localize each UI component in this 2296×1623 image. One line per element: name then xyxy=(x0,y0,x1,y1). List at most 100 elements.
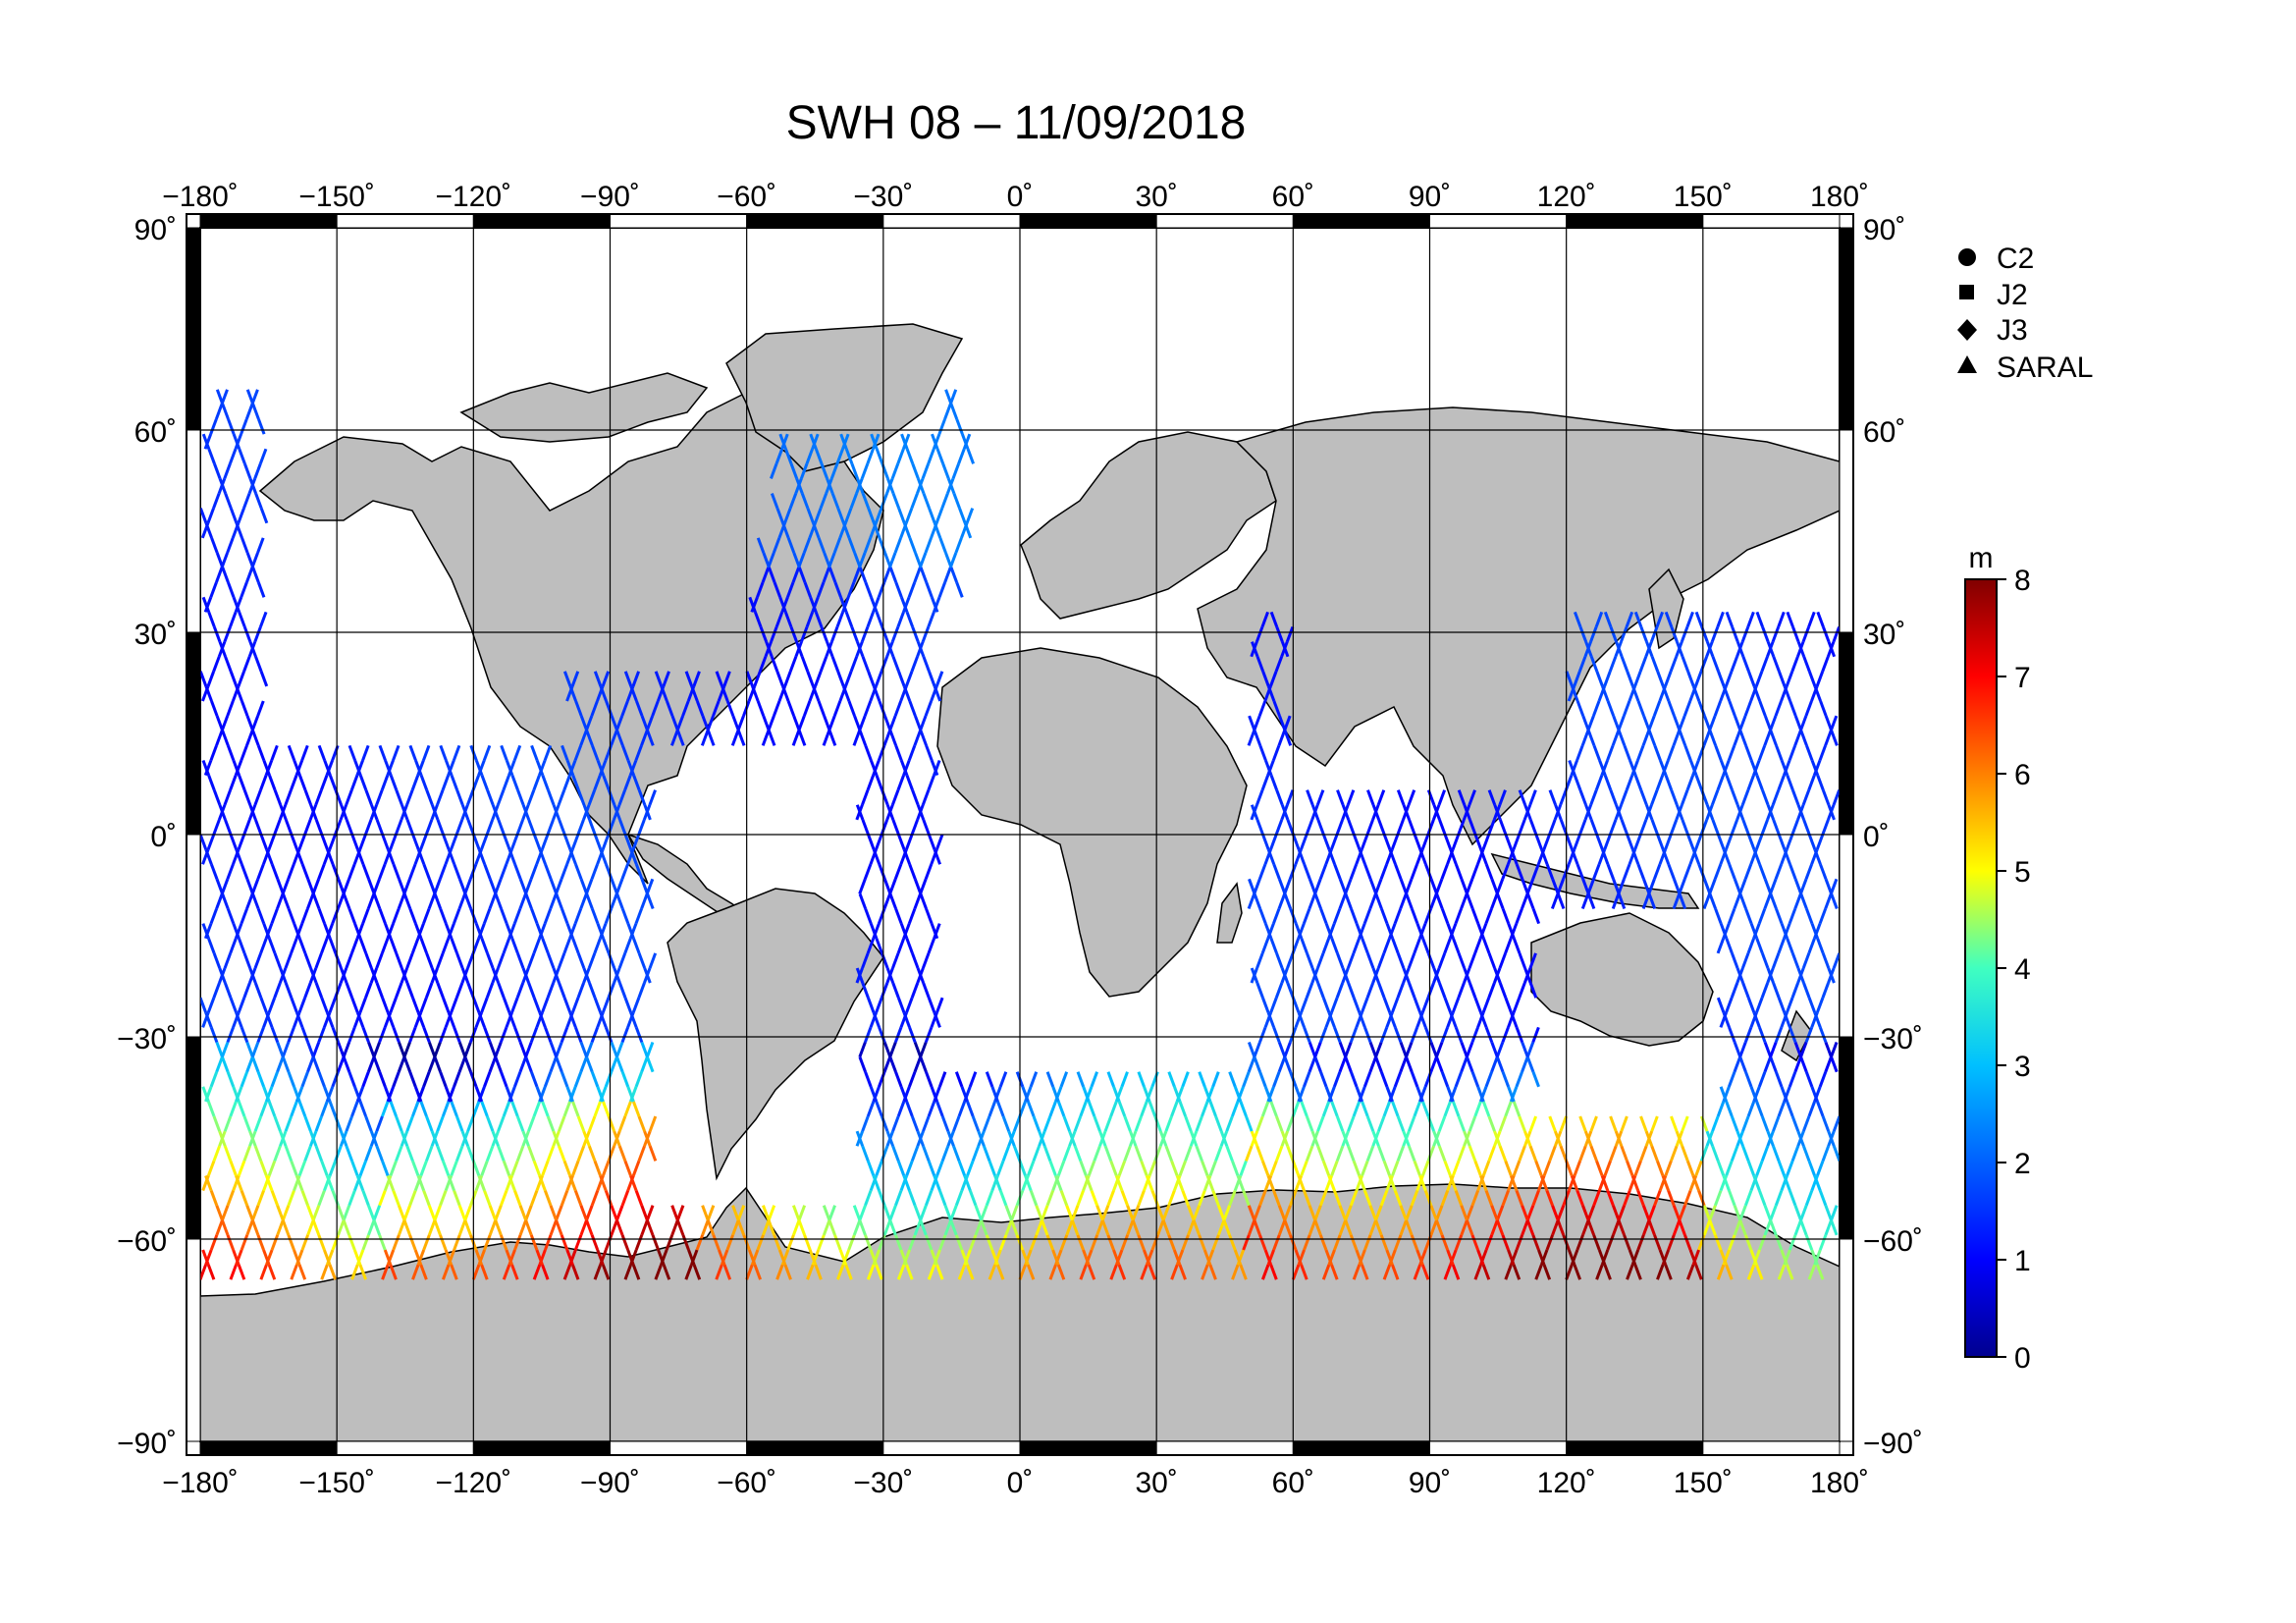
track-segment xyxy=(483,1190,492,1207)
track-segment xyxy=(610,878,619,894)
track-segment xyxy=(1816,1101,1825,1117)
track-segment xyxy=(212,1115,222,1132)
track-segment xyxy=(562,938,571,954)
track-segment xyxy=(602,1101,611,1117)
track-segment xyxy=(400,804,409,821)
track-segment xyxy=(880,493,888,510)
track-segment xyxy=(436,789,445,806)
track-segment xyxy=(293,1249,301,1266)
track-segment xyxy=(996,1160,1005,1176)
track-segment xyxy=(430,967,440,984)
track-segment xyxy=(957,1264,967,1280)
track-segment xyxy=(488,893,497,910)
track-segment xyxy=(221,404,230,420)
track-segment xyxy=(750,596,759,613)
track-segment xyxy=(1728,700,1736,717)
track-segment xyxy=(494,1219,503,1236)
lat-tick-label-right: 90˚ xyxy=(1863,214,1905,246)
track-segment xyxy=(347,1071,356,1088)
track-segment xyxy=(410,1101,420,1117)
track-segment xyxy=(454,982,464,999)
track-segment xyxy=(1330,834,1339,850)
track-segment xyxy=(381,997,390,1013)
track-segment xyxy=(626,923,635,940)
track-segment xyxy=(290,834,298,850)
track-segment xyxy=(488,1056,498,1073)
track-segment xyxy=(314,819,324,836)
track-segment xyxy=(209,1026,219,1044)
track-segment xyxy=(1051,1249,1060,1266)
track-segment xyxy=(585,1056,594,1073)
track-segment xyxy=(579,730,588,746)
track-segment xyxy=(899,1086,909,1103)
track-segment xyxy=(921,789,931,806)
track-segment xyxy=(852,1219,862,1236)
track-segment xyxy=(1777,834,1787,850)
track-segment xyxy=(512,908,522,925)
track-segment xyxy=(1639,625,1648,643)
track-segment xyxy=(613,804,621,821)
track-segment xyxy=(342,1205,351,1221)
track-segment xyxy=(378,1026,387,1044)
track-segment xyxy=(910,1115,920,1132)
track-segment xyxy=(905,1264,914,1280)
track-segment xyxy=(1029,1071,1039,1088)
track-segment xyxy=(347,908,356,925)
track-segment xyxy=(847,1234,856,1251)
track-segment xyxy=(221,567,230,583)
track-segment xyxy=(966,1160,975,1176)
track-segment xyxy=(1205,1174,1215,1192)
track-segment xyxy=(355,848,365,865)
track-segment xyxy=(290,1160,298,1176)
track-segment xyxy=(1120,1071,1129,1088)
track-segment xyxy=(863,537,873,554)
frame-segment-bottom xyxy=(1019,1440,1157,1456)
track-segment xyxy=(1313,1041,1322,1058)
track-segment xyxy=(640,893,649,910)
track-segment xyxy=(731,715,740,731)
track-segment xyxy=(826,477,834,495)
colorbar-tick-label: 3 xyxy=(2014,1051,2031,1083)
track-segment xyxy=(375,952,384,969)
track-segment xyxy=(949,1205,958,1221)
track-segment xyxy=(568,1011,577,1028)
track-segment xyxy=(1040,1219,1049,1236)
track-segment xyxy=(1173,1086,1182,1103)
track-segment xyxy=(405,789,414,806)
track-segment xyxy=(518,1056,528,1073)
track-segment xyxy=(1821,1115,1831,1132)
track-segment xyxy=(1100,1205,1110,1221)
track-segment xyxy=(424,819,434,836)
track-segment xyxy=(921,625,931,643)
track-segment xyxy=(408,1071,417,1088)
track-segment xyxy=(587,952,597,969)
track-segment xyxy=(347,1190,356,1207)
track-segment xyxy=(1142,1249,1151,1266)
track-segment xyxy=(988,1101,996,1117)
track-segment xyxy=(485,982,495,999)
track-segment xyxy=(780,433,789,450)
track-segment xyxy=(1801,1145,1811,1162)
track-segment xyxy=(957,1101,967,1117)
track-segment xyxy=(1253,1041,1261,1058)
lat-tick-label-left: −30˚ xyxy=(117,1023,177,1055)
track-segment xyxy=(375,789,384,806)
track-segment xyxy=(882,730,891,746)
track-segment xyxy=(1352,938,1361,954)
track-segment xyxy=(380,938,390,954)
track-segment xyxy=(916,1130,925,1147)
track-segment xyxy=(314,1145,324,1162)
track-segment xyxy=(1181,1071,1190,1088)
track-segment xyxy=(882,1056,892,1073)
track-segment xyxy=(1178,1264,1187,1280)
track-segment xyxy=(347,1234,356,1251)
track-segment xyxy=(864,1234,873,1251)
track-segment xyxy=(797,1205,807,1221)
track-segment xyxy=(761,567,771,583)
track-segment xyxy=(715,671,724,687)
track-segment xyxy=(1148,1160,1157,1176)
track-segment xyxy=(899,923,909,940)
track-segment xyxy=(1633,611,1643,628)
track-segment xyxy=(1054,1174,1063,1192)
track-segment xyxy=(1755,775,1764,791)
